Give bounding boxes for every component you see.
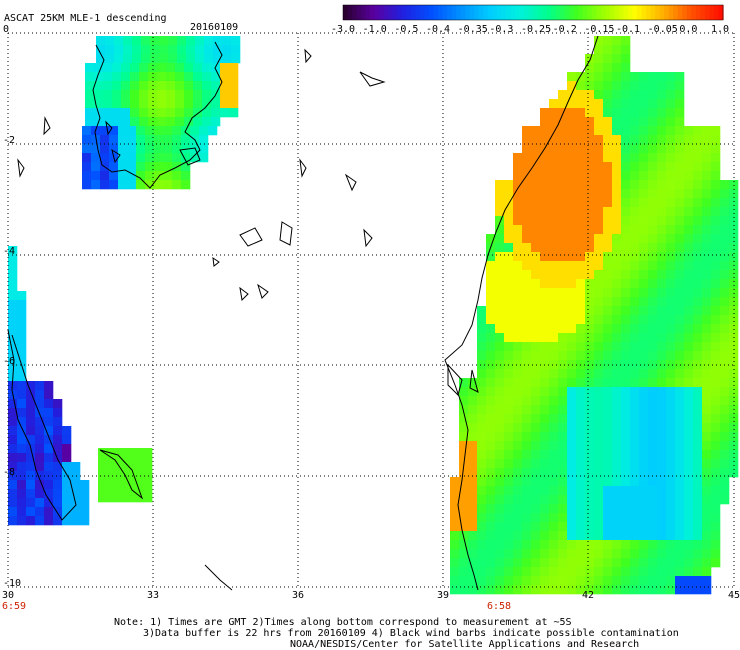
lat-label: 0: [3, 24, 10, 35]
lat-label: -4: [3, 246, 16, 257]
colorbar-label: -0.05: [647, 24, 678, 35]
colorbar-label: -1.0: [362, 24, 387, 35]
colorbar-label: -3.0: [331, 24, 356, 35]
colorbar-label: 1.0: [711, 24, 730, 35]
lat-label: -2: [3, 135, 16, 146]
lat-label: -8: [3, 467, 16, 478]
lon-label: 42: [582, 590, 595, 601]
map-title: ASCAT 25KM MLE-1 descending: [4, 13, 167, 24]
lat-label: -10: [3, 578, 22, 589]
map-date: 20160109: [190, 22, 239, 33]
data-swaths: [8, 36, 739, 595]
time-label-right: 6:58: [487, 601, 512, 612]
time-label-left: 6:59: [2, 601, 27, 612]
colorbar-label: -0.35: [457, 24, 488, 35]
note-line-3: NOAA/NESDIS/Center for Satellite Applica…: [290, 639, 640, 650]
lat-lon-grid: [7, 32, 735, 588]
lat-label: -6: [3, 356, 16, 367]
colorbar-label: -0.25: [521, 24, 552, 35]
colorbar-label: -0.15: [584, 24, 615, 35]
colorbar-label: -0.3: [489, 24, 514, 35]
lon-label: 30: [2, 590, 15, 601]
lon-label: 33: [147, 590, 160, 601]
coastlines: [7, 35, 599, 591]
note-line-2: 3)Data buffer is 22 hrs from 20160109 4)…: [143, 628, 679, 639]
note-line-1: Note: 1) Times are GMT 2)Times along bot…: [114, 617, 572, 628]
colorbar-label: -0.4: [426, 24, 451, 35]
colorbar-label: -0.5: [394, 24, 419, 35]
lon-label: 45: [728, 590, 740, 601]
colorbar: [342, 4, 724, 21]
lon-label: 39: [437, 590, 450, 601]
colorbar-label: -0.1: [616, 24, 641, 35]
colorbar-label: -0.2: [552, 24, 577, 35]
colorbar-label: 0.0: [679, 24, 698, 35]
lon-label: 36: [292, 590, 305, 601]
